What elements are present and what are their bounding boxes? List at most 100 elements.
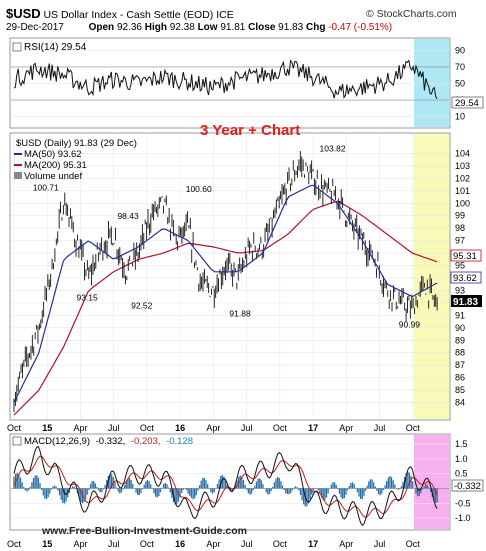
macd-current-value: -0.332 — [454, 481, 481, 492]
price-annotation: 103.82 — [320, 144, 346, 154]
x-tick-label: Apr — [73, 423, 87, 433]
close-value: 91.83 — [278, 22, 304, 33]
macd-tick-label: 0.5 — [455, 469, 468, 479]
x-tick-label-bottom: 15 — [42, 539, 52, 549]
open-label: Open — [88, 22, 115, 33]
x-tick-label: Oct — [406, 423, 421, 433]
x-tick-label-bottom: Jul — [108, 539, 120, 549]
x-tick-label-bottom: Jul — [241, 539, 253, 549]
title-row: $USD US Dollar Index - Cash Settle (EOD)… — [6, 6, 234, 21]
close-label: Close — [248, 22, 276, 33]
ma50-line — [13, 184, 438, 403]
high-label: High — [144, 22, 167, 33]
rsi-tick-label: 90 — [455, 45, 465, 55]
description: US Dollar Index - Cash Settle (EOD) ICE — [43, 9, 234, 21]
price-legend: $USD (Daily) 91.83 (29 Dec) MA(50) 93.62… — [14, 138, 137, 182]
rsi-highlight — [414, 39, 449, 127]
x-axis: Oct Oct 15 15 Apr Apr Jul Jul Oct Oct 16 16 Apr Apr Ju… — [7, 423, 420, 549]
x-tick-label: 17 — [308, 423, 318, 433]
price-annotation: 98.43 — [117, 211, 139, 221]
macd-panel: 1.51.00.50.0-0.5-1.0 -0.332 MACD(12,26,9… — [9, 433, 484, 531]
x-tick-label-bottom: Oct — [406, 539, 421, 549]
price-tick-label: 87 — [455, 360, 465, 370]
price-annotation: 93.15 — [76, 293, 98, 303]
macd-tick-label: 1.5 — [455, 439, 468, 449]
ma50-tag-box — [450, 271, 482, 284]
macd-line — [13, 445, 438, 527]
x-tick-label: 15 — [42, 423, 52, 433]
x-tick-label: Jul — [108, 423, 120, 433]
macd-tick-label: -0.5 — [455, 498, 471, 508]
price-tick-label: 86 — [455, 373, 465, 383]
rsi-panel: 9070503010 29.54 RSI(14) 29.54 — [9, 37, 484, 129]
x-tick-label: 16 — [175, 423, 185, 433]
price-tick-label: 100 — [455, 198, 470, 208]
price-highlight — [414, 134, 449, 419]
footer-site: www.Free-Bullion-Investment-Guide.com — [41, 525, 247, 537]
price-tick-label: 98 — [455, 223, 465, 233]
price-annotation: 100.60 — [186, 184, 212, 194]
rsi-line — [13, 59, 438, 100]
macd-panel-frame — [9, 433, 451, 531]
rsi-tick-label: 50 — [455, 79, 465, 89]
x-tick-label-bottom: Apr — [339, 539, 353, 549]
price-annotation: 91.88 — [229, 308, 251, 318]
x-tick-label-bottom: Jul — [374, 539, 386, 549]
price-annotation: 92.52 — [131, 300, 153, 310]
macd-legend: MACD(12,26,9) -0.332, -0.203, -0.128 — [24, 436, 193, 447]
price-tick-label: 89 — [455, 335, 465, 345]
symbol: $USD — [6, 6, 41, 21]
price-annotation: 90.99 — [399, 319, 421, 329]
macd-tick-label: 1.0 — [455, 454, 468, 464]
price-tick-label: 95 — [455, 261, 465, 271]
chg-value: -0.47 (-0.51%) — [328, 22, 393, 33]
price-tick-label: 102 — [455, 173, 470, 183]
x-tick-label: Oct — [140, 423, 155, 433]
high-value: 92.38 — [169, 22, 195, 33]
price-tick-label: 88 — [455, 348, 465, 358]
price-tick-label: 97 — [455, 236, 465, 246]
ma200-tag: 95.31 — [453, 251, 477, 262]
rsi-tick-label: 10 — [455, 112, 465, 122]
price-tick-label: 93 — [455, 285, 465, 295]
price-tick-label: 90 — [455, 323, 465, 333]
ma200-tag-box — [450, 249, 482, 262]
x-tick-label-bottom: Apr — [73, 539, 87, 549]
chg-label: Chg — [305, 22, 326, 33]
macd-highlight — [414, 435, 449, 529]
price-tick-label: 85 — [455, 385, 465, 395]
macd-label: MACD(12,26,9) — [24, 436, 90, 447]
price-tick-label: 91 — [455, 310, 465, 320]
x-tick-label-bottom: 17 — [308, 539, 318, 549]
chart-annotation: 3 Year + Chart — [200, 122, 300, 139]
macd-current-box — [451, 479, 484, 492]
volume-legend-label: Volume undef — [24, 171, 82, 182]
price-panel: 8485868788899091929394959697989910010110… — [9, 122, 482, 421]
volume-legend-swatch — [14, 172, 22, 179]
rsi-legend-swatch — [12, 42, 22, 52]
macd-signal-value: -0.203, — [131, 436, 161, 447]
macd-hist-value: -0.128 — [166, 436, 193, 447]
price-tag: 91.83 — [453, 297, 478, 308]
rsi-current-value: 29.54 — [455, 98, 479, 109]
macd-value: -0.332, — [96, 436, 126, 447]
macd-legend-swatch — [12, 436, 22, 446]
ma50-legend-label: MA(50) 93.62 — [24, 149, 82, 160]
rsi-tick-label: 70 — [455, 62, 465, 72]
x-tick-label: Oct — [273, 423, 288, 433]
ma200-line — [13, 200, 438, 416]
watermark: © StockCharts.com — [366, 8, 457, 20]
open-value: 92.36 — [116, 22, 142, 33]
price-tag-box — [451, 295, 482, 307]
x-tick-label: Jul — [374, 423, 386, 433]
ma200-legend-label: MA(200) 95.31 — [24, 160, 87, 171]
ma50-tag: 93.62 — [453, 273, 477, 284]
x-tick-label: Apr — [206, 423, 220, 433]
x-tick-label-bottom: Oct — [7, 539, 22, 549]
macd-tick-label: -1.0 — [455, 513, 471, 523]
ohlc-row: 29-Dec-2017 Open 92.36 High 92.38 Low 91… — [6, 22, 482, 33]
rsi-label: RSI(14) 29.54 — [24, 42, 87, 53]
x-tick-label-bottom: Apr — [206, 539, 220, 549]
